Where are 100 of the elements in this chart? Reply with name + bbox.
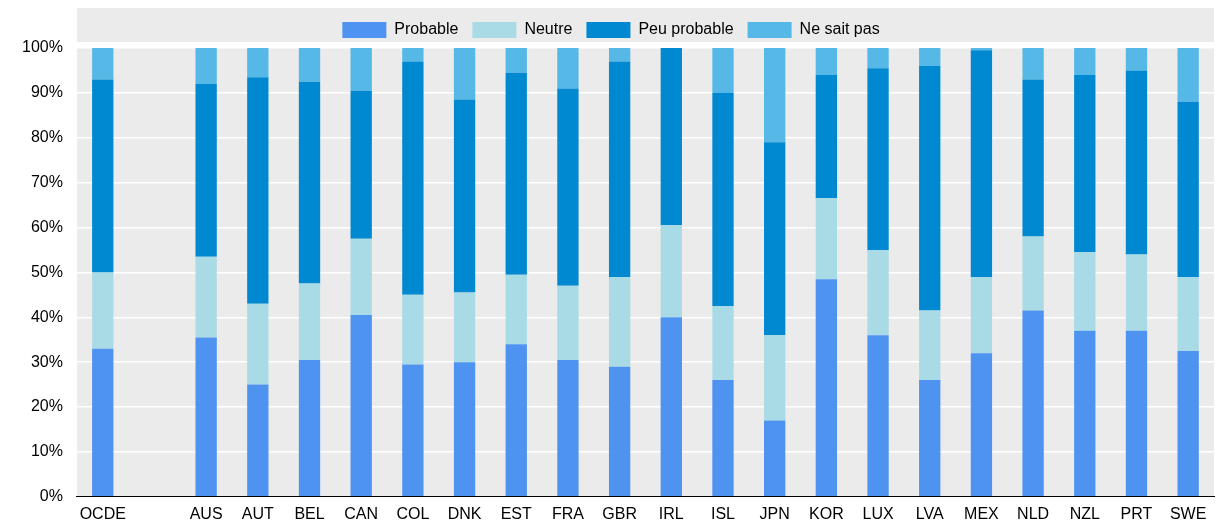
x-tick-label: LVA — [915, 504, 944, 522]
bar — [970, 50, 993, 277]
bar — [195, 83, 217, 257]
bar — [919, 48, 941, 66]
bar — [970, 276, 993, 354]
y-tick-label: 60% — [30, 217, 63, 235]
bar — [919, 380, 941, 497]
x-tick-label: ISL — [710, 504, 736, 522]
bar — [970, 353, 993, 497]
bar — [1125, 48, 1148, 71]
bar — [350, 48, 372, 91]
x-tick-label: EST — [500, 504, 533, 522]
bar — [660, 48, 682, 226]
bar — [919, 310, 941, 381]
bar — [764, 335, 786, 421]
x-tick-label: CAN — [344, 504, 379, 522]
bar — [557, 285, 579, 360]
bar — [557, 88, 579, 286]
bar — [350, 90, 372, 239]
bar — [505, 344, 527, 497]
bar — [867, 68, 889, 250]
bar — [815, 279, 838, 497]
legend-label: Neutre — [524, 20, 573, 38]
x-tick-label: AUT — [241, 504, 275, 522]
bar — [1177, 48, 1199, 102]
bar — [1125, 330, 1148, 497]
y-tick-label: 20% — [30, 397, 63, 415]
bar — [867, 48, 889, 69]
bar — [453, 99, 476, 293]
x-tick-label: BEL — [294, 504, 325, 522]
bar — [298, 48, 321, 82]
bar — [298, 359, 321, 497]
bar — [712, 92, 734, 307]
bar — [712, 306, 734, 381]
bar — [1074, 252, 1096, 331]
bar — [712, 380, 734, 497]
bar — [505, 48, 527, 73]
bar — [867, 335, 889, 497]
bar — [815, 48, 838, 75]
x-tick-label: LUX — [862, 504, 894, 522]
y-tick-label: 70% — [30, 173, 63, 191]
y-tick-label: 10% — [30, 442, 63, 460]
bar — [815, 74, 838, 199]
bar — [660, 225, 682, 318]
bar — [247, 77, 269, 304]
bar — [1125, 254, 1148, 331]
bar — [1022, 79, 1044, 237]
bar — [660, 317, 682, 497]
bar — [1022, 310, 1044, 497]
x-tick-label: GBR — [602, 504, 637, 522]
x-tick-label: IRL — [658, 504, 684, 522]
bar — [1177, 350, 1199, 497]
x-tick-label: SWE — [1169, 504, 1207, 522]
bar — [764, 142, 786, 336]
x-tick-label: FRA — [551, 504, 585, 522]
bar — [1022, 236, 1044, 311]
bar — [92, 272, 114, 349]
bar — [453, 292, 476, 363]
x-tick-label: COL — [396, 504, 430, 522]
bar — [1074, 330, 1096, 497]
bar — [195, 256, 217, 338]
x-tick-label: NLD — [1017, 504, 1050, 522]
bar — [608, 48, 631, 62]
y-tick-label: 90% — [30, 83, 63, 101]
x-tick-label: KOR — [809, 504, 844, 522]
bar — [350, 238, 372, 316]
x-tick-label: MEX — [964, 504, 1000, 522]
bar — [247, 48, 269, 78]
bar — [195, 48, 217, 84]
bar — [195, 337, 217, 497]
bar — [712, 48, 734, 93]
bar — [350, 315, 372, 497]
bar — [402, 364, 424, 497]
bar — [402, 61, 424, 295]
bar — [298, 81, 321, 284]
x-tick-label: NZL — [1069, 504, 1100, 522]
bar — [1177, 276, 1199, 351]
bar — [402, 48, 424, 62]
legend-label: Peu probable — [638, 20, 734, 38]
y-tick-label: 50% — [30, 262, 63, 280]
bar — [1125, 70, 1148, 255]
bar — [867, 249, 889, 336]
bar — [92, 48, 114, 80]
bar — [453, 362, 476, 497]
bar — [815, 198, 838, 280]
y-tick-label: 30% — [30, 352, 63, 370]
legend-label: Probable — [394, 20, 459, 38]
x-tick-label: PRT — [1120, 504, 1153, 522]
bar — [608, 61, 631, 277]
bar — [919, 65, 941, 311]
legend-label: Ne sait pas — [799, 20, 880, 38]
y-tick-label: 40% — [30, 307, 63, 325]
bar — [92, 79, 114, 273]
bar — [247, 384, 269, 497]
bar — [402, 294, 424, 365]
bar — [453, 48, 476, 100]
x-tick-label: JPN — [759, 504, 790, 522]
bar — [557, 48, 579, 89]
bar — [505, 72, 527, 275]
bar — [608, 366, 631, 497]
